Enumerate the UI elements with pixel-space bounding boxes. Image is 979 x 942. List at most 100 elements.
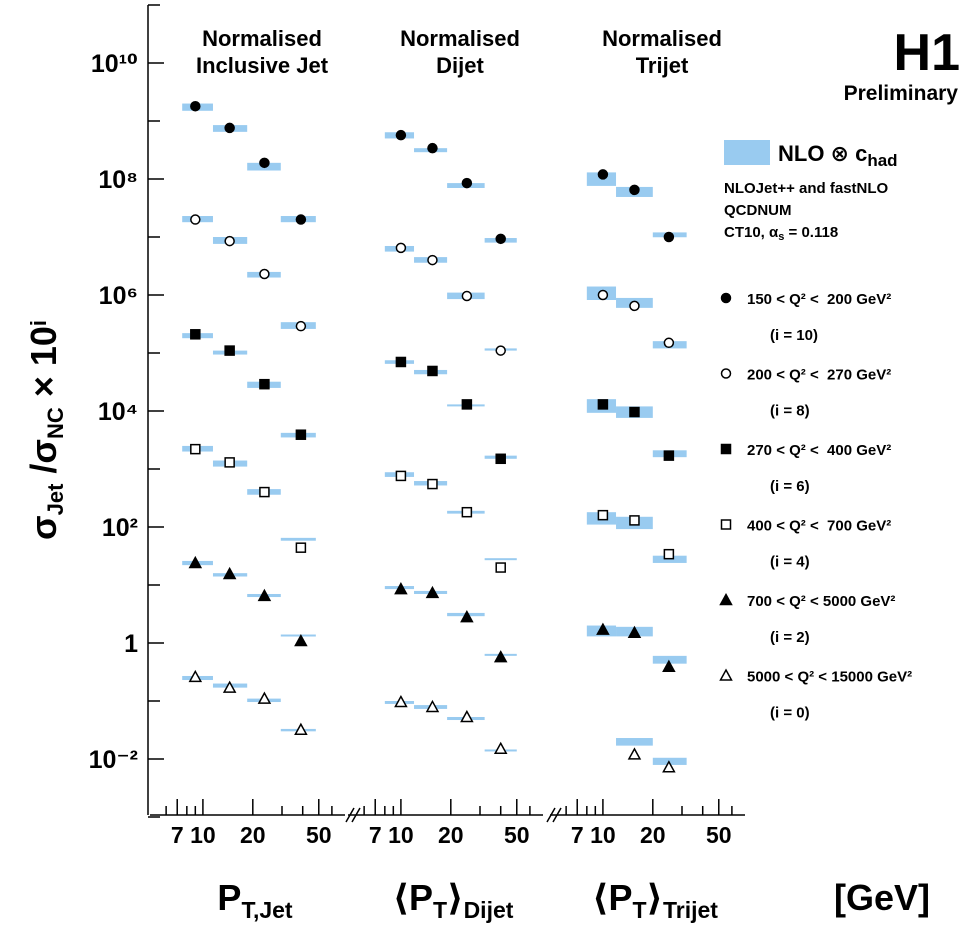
- x-axis-title: ⟨PT⟩Dijet: [393, 877, 514, 923]
- nlo-band: [616, 738, 653, 746]
- marker: [222, 566, 237, 580]
- marker: [257, 588, 272, 602]
- marker: [294, 634, 308, 647]
- marker: [461, 177, 473, 189]
- status-label: Preliminary: [844, 82, 959, 105]
- marker: [395, 356, 407, 368]
- y-axis-title-part: NC: [43, 407, 68, 439]
- x-axis-title-part: ⟩: [647, 877, 663, 918]
- marker: [629, 300, 640, 312]
- y-tick-label: 10¹⁰: [91, 50, 138, 78]
- x-axis-title-part: Trijet: [663, 897, 718, 923]
- marker: [427, 142, 438, 154]
- x-tick-label: 7: [571, 822, 584, 848]
- panel-title: Normalised: [202, 26, 322, 51]
- x-axis-title-part: ⟩: [447, 877, 463, 918]
- marker: [295, 320, 307, 332]
- marker: [295, 542, 307, 553]
- y-axis-title-part: /σ: [23, 439, 64, 484]
- legend-band-label-part: had: [867, 151, 897, 170]
- marker: [190, 329, 201, 340]
- x-tick-label: 10: [388, 822, 414, 848]
- marker: [259, 157, 270, 169]
- y-tick-label: 10⁸: [98, 166, 138, 194]
- x-tick-label: 50: [706, 822, 732, 848]
- y-axis-title-part: i: [26, 320, 51, 326]
- marker: [596, 622, 610, 635]
- marker: [427, 254, 438, 266]
- marker: [395, 129, 407, 141]
- panel-title: Normalised: [400, 26, 520, 51]
- marker: [461, 399, 473, 410]
- x-axis-title-part: P: [217, 877, 241, 918]
- marker: [259, 268, 270, 280]
- marker: [627, 625, 642, 639]
- info-text: QCDNUM: [724, 202, 792, 219]
- x-tick-label: 10: [190, 822, 216, 848]
- marker: [662, 659, 676, 672]
- legend-marker: [720, 292, 732, 304]
- panel-title: Trijet: [636, 53, 689, 78]
- marker: [495, 345, 506, 356]
- legend-index: (i = 10): [770, 327, 818, 344]
- legend-label: 5000 < Q² < 15000 GeV²: [747, 669, 912, 686]
- legend-band-swatch: [724, 140, 770, 165]
- legend-index: (i = 6): [770, 478, 810, 495]
- marker: [495, 453, 506, 465]
- y-tick-label: 1: [124, 630, 138, 658]
- marker: [493, 650, 508, 663]
- marker: [425, 699, 440, 713]
- x-axis-title-part: Dijet: [464, 897, 514, 923]
- legend-index: (i = 4): [770, 554, 810, 571]
- legend-marker: [719, 592, 733, 606]
- marker: [427, 365, 438, 377]
- marker: [663, 450, 675, 461]
- x-tick-label: 7: [369, 822, 382, 848]
- marker: [257, 691, 272, 704]
- nlo-band: [280, 634, 316, 637]
- x-tick-label: 20: [240, 822, 266, 848]
- marker: [294, 722, 308, 735]
- marker: [295, 429, 307, 440]
- legend-index: (i = 0): [770, 705, 810, 722]
- marker: [629, 184, 640, 196]
- legend-label: 150 < Q² < 200 GeV²: [747, 291, 891, 308]
- marker: [188, 669, 203, 683]
- marker: [495, 562, 506, 573]
- x-tick-label: 50: [306, 822, 332, 848]
- info-text: CT10, αs = 0.118: [724, 224, 838, 243]
- x-tick-label: 7: [171, 822, 184, 848]
- marker: [222, 680, 237, 693]
- marker: [493, 741, 508, 755]
- marker: [597, 509, 609, 521]
- marker: [460, 709, 474, 723]
- legend-band-label-part: NLO ⊗ c: [778, 141, 867, 166]
- legend-label: 700 < Q² < 5000 GeV²: [747, 593, 895, 610]
- marker: [394, 694, 408, 708]
- marker: [259, 378, 270, 390]
- marker: [425, 585, 440, 599]
- y-axis-title-part: σ: [23, 515, 64, 540]
- marker: [461, 506, 473, 518]
- panel-title: Normalised: [602, 26, 722, 51]
- marker: [259, 486, 270, 498]
- marker: [663, 337, 675, 349]
- legend-marker: [720, 443, 732, 455]
- marker: [597, 169, 609, 180]
- info-text: NLOJet++ and fastNLO: [724, 180, 889, 197]
- y-axis-title-part: Jet: [43, 483, 68, 515]
- x-axis-title: PT,Jet: [217, 877, 292, 923]
- y-tick-label: 10⁶: [99, 282, 138, 310]
- x-tick-label: 10: [590, 822, 616, 848]
- info-text-part: s: [778, 231, 784, 243]
- marker: [190, 214, 201, 225]
- panel-title: Dijet: [436, 53, 484, 78]
- marker: [394, 582, 408, 595]
- legend-band-label: NLO ⊗ chad: [778, 141, 898, 170]
- marker: [224, 345, 235, 356]
- marker: [395, 242, 407, 254]
- x-tick-label: 20: [438, 822, 464, 848]
- marker: [663, 231, 675, 243]
